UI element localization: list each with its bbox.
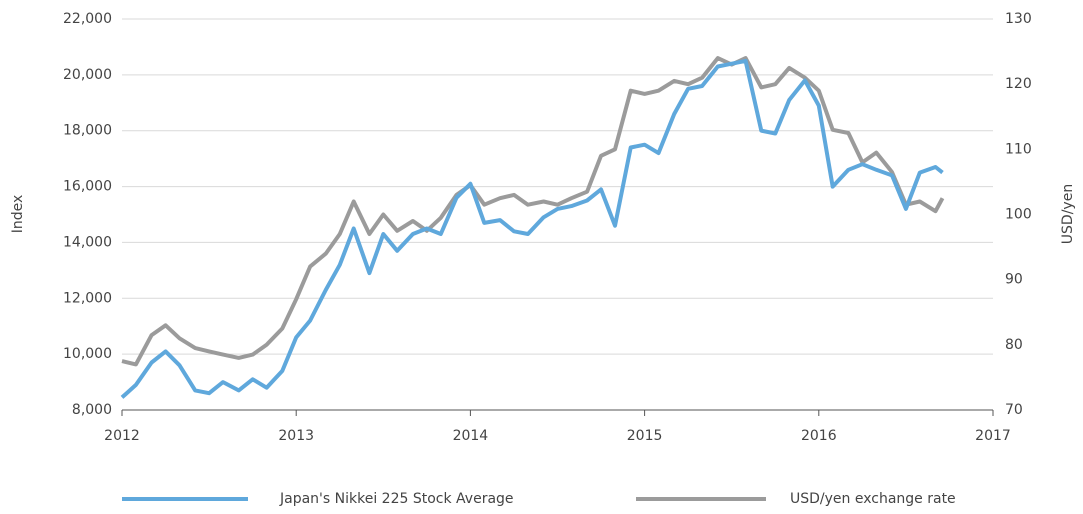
x-tick-label: 2014: [453, 428, 489, 444]
y-axis-label: Index: [10, 195, 26, 234]
y-tick-label: 20,000: [63, 67, 112, 83]
x-tick-label: 2013: [278, 428, 314, 444]
y2-tick-label: 100: [1005, 207, 1032, 223]
y2-axis-label: USD/yen: [1060, 184, 1076, 244]
x-tick-label: 2017: [975, 428, 1011, 444]
y-tick-label: 8,000: [72, 402, 112, 418]
y-tick-label: 18,000: [63, 123, 112, 139]
y-tick-label: 12,000: [63, 290, 112, 306]
y2-tick-label: 120: [1005, 76, 1032, 92]
y2-tick-label: 130: [1005, 11, 1032, 27]
series-line: [120, 58, 944, 399]
y-tick-label: 14,000: [63, 234, 112, 250]
y2-tick-label: 80: [1005, 337, 1023, 353]
y2-tick-label: 90: [1005, 272, 1023, 288]
legend-label: USD/yen exchange rate: [790, 491, 956, 507]
x-tick-label: 2015: [627, 428, 663, 444]
y2-tick-label: 110: [1005, 141, 1032, 157]
y-tick-label: 10,000: [63, 346, 112, 362]
y-tick-label: 22,000: [63, 11, 112, 27]
y-tick-label: 16,000: [63, 179, 112, 195]
y2-tick-label: 70: [1005, 402, 1023, 418]
x-tick-label: 2012: [104, 428, 140, 444]
series-line: [121, 56, 945, 367]
legend-label: Japan's Nikkei 225 Stock Average: [279, 491, 514, 507]
x-tick-label: 2016: [801, 428, 837, 444]
